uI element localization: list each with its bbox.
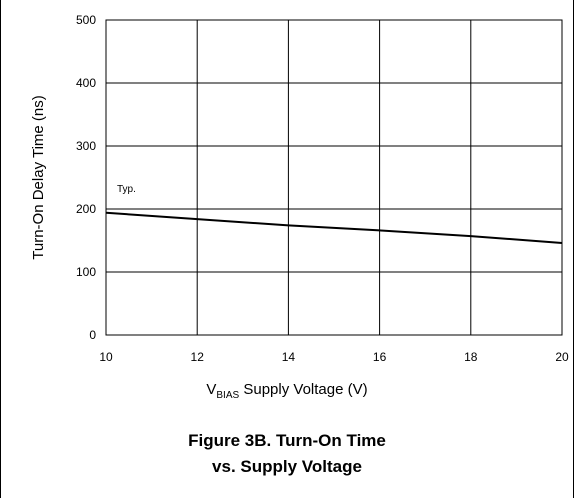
chart-svg: 0 100 200 300 400 500 10 12 14 16 18 20 Typ. Turn-… <box>30 13 569 364</box>
x-tick-label: 20 <box>555 350 569 364</box>
grid <box>105 19 563 336</box>
plot-area <box>105 19 563 336</box>
figure-caption-line1: Figure 3B. Turn-On Time <box>188 431 386 450</box>
typ-annotation: Typ. <box>117 184 136 195</box>
x-axis-label-main: V <box>206 381 217 398</box>
y-tick-label: 500 <box>76 13 96 27</box>
x-tick-label: 16 <box>373 350 387 364</box>
x-tick-label: 14 <box>282 350 296 364</box>
y-tick-label: 300 <box>76 139 96 153</box>
x-tick-labels: 10 12 14 16 18 20 <box>99 350 569 364</box>
x-axis-label: VBIAS Supply Voltage (V) <box>0 381 574 401</box>
x-tick-label: 10 <box>99 350 113 364</box>
y-tick-label: 200 <box>76 202 96 216</box>
x-tick-label: 18 <box>464 350 478 364</box>
x-axis-label-subscript: BIAS <box>216 390 240 401</box>
x-tick-label: 12 <box>191 350 205 364</box>
y-tick-label: 0 <box>89 328 96 342</box>
series-line <box>105 211 563 245</box>
figure-caption-line2: vs. Supply Voltage <box>212 457 362 476</box>
x-axis-label-rest: Supply Voltage (V) <box>239 381 368 398</box>
y-tick-labels: 0 100 200 300 400 500 <box>76 13 96 342</box>
y-tick-label: 400 <box>76 76 96 90</box>
y-axis-label: Turn-On Delay Time (ns) <box>30 95 47 259</box>
y-tick-label: 100 <box>76 265 96 279</box>
